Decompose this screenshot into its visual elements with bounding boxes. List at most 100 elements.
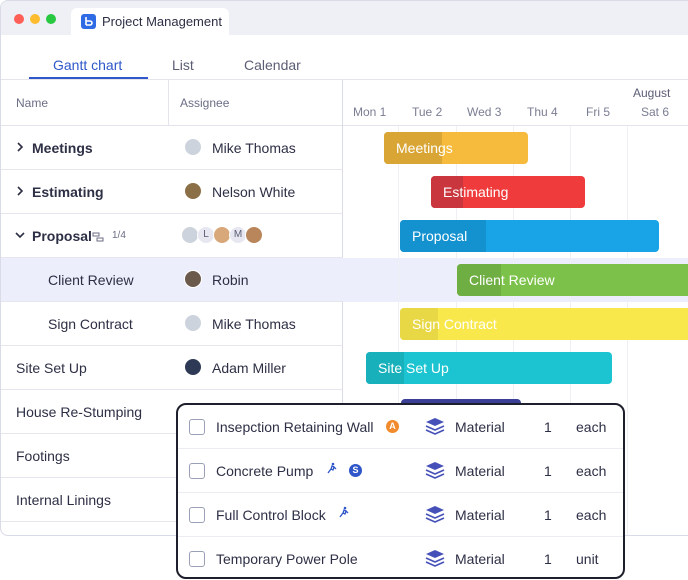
timeline-month: August bbox=[633, 86, 671, 100]
day-label: Thu 4 bbox=[527, 105, 558, 119]
timeline-header: August Mon 1 Tue 2 Wed 3 Thu 4 Fri 5 Sat… bbox=[343, 80, 688, 126]
layers-icon bbox=[424, 415, 446, 437]
day-gridline bbox=[398, 126, 399, 535]
bar-progress bbox=[431, 176, 463, 208]
tab-gantt-chart[interactable]: Gantt chart bbox=[53, 57, 123, 73]
material-row[interactable]: Insepction Retaining Wall A Material 1 e… bbox=[178, 405, 623, 449]
assignee-name: Adam Miller bbox=[212, 360, 286, 376]
task-row-proposal[interactable]: Proposal 1/4 L M bbox=[1, 214, 343, 258]
status-badge: S bbox=[349, 464, 362, 477]
task-row-internal-linings[interactable]: Internal Linings bbox=[1, 478, 343, 522]
task-name: Proposal bbox=[32, 228, 92, 244]
title-bar: Project Management bbox=[1, 1, 688, 36]
material-type: Material bbox=[455, 551, 505, 567]
status-badge: A bbox=[386, 420, 399, 433]
material-name: Insepction Retaining Wall bbox=[216, 419, 374, 435]
layers-icon bbox=[424, 503, 446, 525]
avatar bbox=[184, 314, 202, 332]
gantt-bar-meetings[interactable]: Meetings bbox=[384, 132, 528, 164]
material-row[interactable]: Full Control Block Material 1 each bbox=[178, 493, 623, 537]
row-checkbox[interactable] bbox=[189, 551, 205, 567]
assignee-name: Nelson White bbox=[212, 184, 296, 200]
row-checkbox[interactable] bbox=[189, 419, 205, 435]
task-row-sign-contract[interactable]: Sign Contract Mike Thomas bbox=[1, 302, 343, 346]
bar-progress bbox=[384, 132, 442, 164]
task-row-estimating[interactable]: Estimating Nelson White bbox=[1, 170, 343, 214]
task-row-footings[interactable]: Footings bbox=[1, 434, 343, 478]
assignee-name: Mike Thomas bbox=[212, 316, 296, 332]
material-type: Material bbox=[455, 463, 505, 479]
assignee-name: Mike Thomas bbox=[212, 140, 296, 156]
maximize-window-button[interactable] bbox=[46, 14, 56, 24]
day-label: Tue 2 bbox=[412, 105, 443, 119]
tab-list[interactable]: List bbox=[172, 57, 194, 73]
bar-progress bbox=[457, 264, 501, 296]
bar-progress bbox=[400, 220, 486, 252]
subtask-count: 1/4 bbox=[112, 230, 126, 241]
app-window: Project Management Gantt chart List Cale… bbox=[0, 0, 688, 536]
bar-progress bbox=[400, 308, 438, 340]
layers-icon bbox=[424, 547, 446, 569]
material-unit: each bbox=[576, 507, 607, 523]
day-label: Wed 3 bbox=[467, 105, 502, 119]
avatar bbox=[184, 270, 202, 288]
task-name: Estimating bbox=[32, 184, 104, 200]
avatar bbox=[245, 226, 263, 244]
row-checkbox[interactable] bbox=[189, 507, 205, 523]
task-row-house-re-stumping[interactable]: House Re-Stumping bbox=[1, 390, 343, 434]
task-name: Sign Contract bbox=[48, 316, 133, 332]
material-unit: each bbox=[576, 419, 607, 435]
material-qty: 1 bbox=[544, 419, 552, 435]
day-label: Fri 5 bbox=[586, 105, 610, 119]
running-person-icon bbox=[326, 462, 338, 477]
layers-icon bbox=[424, 459, 446, 481]
subtask-icon bbox=[92, 230, 104, 248]
gantt-bar-client-review[interactable]: Client Review bbox=[457, 264, 688, 296]
material-unit: unit bbox=[576, 551, 599, 567]
material-row[interactable]: Concrete Pump S Material 1 each bbox=[178, 449, 623, 493]
avatar-initial: M bbox=[229, 226, 247, 244]
app-logo-icon bbox=[81, 14, 96, 29]
material-type: Material bbox=[455, 419, 505, 435]
material-unit: each bbox=[576, 463, 607, 479]
row-checkbox[interactable] bbox=[189, 463, 205, 479]
task-name: Client Review bbox=[48, 272, 134, 288]
chevron-right-icon[interactable] bbox=[15, 141, 25, 153]
column-header-name: Name bbox=[16, 96, 49, 110]
material-qty: 1 bbox=[544, 551, 552, 567]
gantt-bar-proposal[interactable]: Proposal bbox=[400, 220, 659, 252]
bar-label: Proposal bbox=[412, 228, 468, 244]
avatar bbox=[184, 182, 202, 200]
bar-label: Meetings bbox=[396, 140, 453, 156]
material-qty: 1 bbox=[544, 507, 552, 523]
chevron-down-icon[interactable] bbox=[15, 229, 25, 241]
panel-divider bbox=[342, 80, 343, 535]
chevron-right-icon[interactable] bbox=[15, 185, 25, 197]
bar-label: Client Review bbox=[469, 272, 555, 288]
tab-calendar[interactable]: Calendar bbox=[244, 57, 301, 73]
tab-title: Project Management bbox=[102, 14, 222, 29]
day-label: Sat 6 bbox=[641, 105, 670, 119]
materials-popup: Insepction Retaining Wall A Material 1 e… bbox=[176, 403, 625, 579]
task-row-client-review[interactable]: Client Review Robin bbox=[1, 258, 343, 302]
column-divider bbox=[168, 80, 169, 126]
gantt-bar-estimating[interactable]: Estimating bbox=[431, 176, 585, 208]
minimize-window-button[interactable] bbox=[30, 14, 40, 24]
gantt-bar-site-set-up[interactable]: Site Set Up bbox=[366, 352, 612, 384]
task-row-site-set-up[interactable]: Site Set Up Adam Miller bbox=[1, 346, 343, 390]
task-row-meetings[interactable]: Meetings Mike Thomas bbox=[1, 126, 343, 170]
assignee-name: Robin bbox=[212, 272, 249, 288]
view-tabs: Gantt chart List Calendar bbox=[1, 35, 688, 80]
browser-tab[interactable]: Project Management bbox=[71, 8, 229, 36]
bar-label: Site Set Up bbox=[378, 360, 449, 376]
material-qty: 1 bbox=[544, 463, 552, 479]
task-name: Meetings bbox=[32, 140, 93, 156]
material-row[interactable]: Temporary Power Pole Material 1 unit bbox=[178, 537, 623, 577]
bar-label: Estimating bbox=[443, 184, 509, 200]
close-window-button[interactable] bbox=[14, 14, 24, 24]
bar-label: Sign Contract bbox=[412, 316, 497, 332]
gantt-bar-sign-contract[interactable]: Sign Contract bbox=[400, 308, 688, 340]
active-tab-indicator bbox=[29, 77, 148, 79]
bar-progress bbox=[366, 352, 404, 384]
column-header-row: Name Assignee bbox=[1, 80, 343, 126]
